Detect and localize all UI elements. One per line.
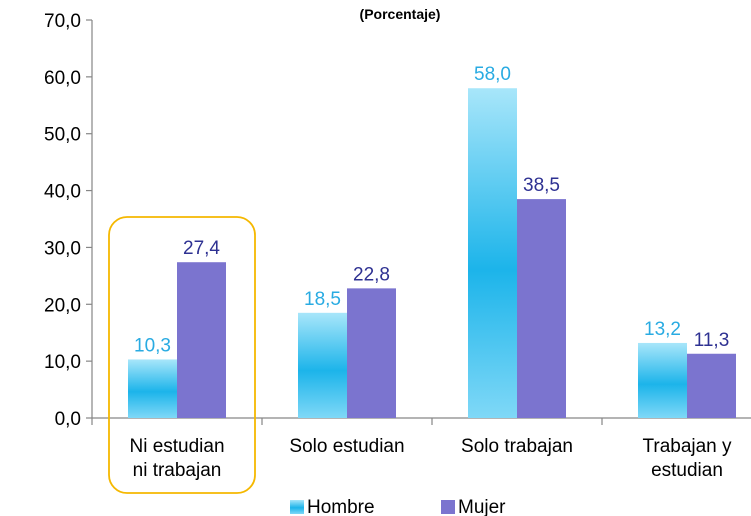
data-label-mujer: 22,8 — [353, 264, 390, 285]
bar-mujer — [347, 288, 396, 418]
bars — [128, 88, 736, 418]
bar-hombre — [638, 342, 687, 418]
data-label-mujer: 27,4 — [183, 238, 220, 259]
data-label-mujer: 11,3 — [694, 330, 730, 351]
data-label-hombre: 58,0 — [474, 64, 511, 85]
data-label-hombre: 13,2 — [644, 319, 681, 340]
x-category-label: Solo trabajan — [461, 436, 573, 457]
axes: 0,0 10,0 20,0 30,0 40,0 50,0 60,0 70,0 Ni estudi… — [44, 11, 751, 481]
bar-mujer — [687, 353, 736, 418]
x-category-label: Ni estudian ni trabajan — [129, 436, 224, 481]
y-tick-label: 40,0 — [44, 182, 81, 203]
bar-hombre — [298, 312, 347, 418]
bar-hombre — [128, 359, 177, 418]
y-tick-label: 70,0 — [44, 11, 81, 32]
data-label-mujer: 38,5 — [523, 175, 560, 196]
y-tick-label: 50,0 — [44, 125, 81, 146]
y-tick-label: 20,0 — [44, 295, 81, 316]
y-tick-label: 0,0 — [55, 409, 81, 430]
legend-swatch-mujer — [441, 500, 455, 514]
bar-mujer — [177, 262, 226, 418]
data-label-hombre: 18,5 — [304, 289, 341, 310]
legend: Hombre Mujer — [290, 497, 506, 516]
bar-hombre — [468, 88, 517, 418]
y-tick-label: 60,0 — [44, 68, 81, 89]
highlight-box — [108, 216, 256, 494]
legend-label-mujer: Mujer — [458, 497, 506, 516]
data-label-hombre: 10,3 — [134, 335, 171, 356]
x-category-label: Solo estudian — [289, 436, 404, 457]
highlight-layer — [108, 216, 256, 494]
labels: 10,3 18,5 58,0 13,2 27,4 22,8 38,5 11,3 — [134, 64, 729, 356]
y-tick-label: 30,0 — [44, 238, 81, 259]
legend-swatch-hombre — [290, 500, 304, 514]
legend-label-hombre: Hombre — [307, 497, 375, 516]
bar-mujer — [517, 199, 566, 418]
y-tick-label: 10,0 — [44, 352, 81, 373]
x-category-label: Trabajan y estudian — [642, 436, 732, 481]
chart-title: (Porcentaje) — [360, 6, 441, 22]
